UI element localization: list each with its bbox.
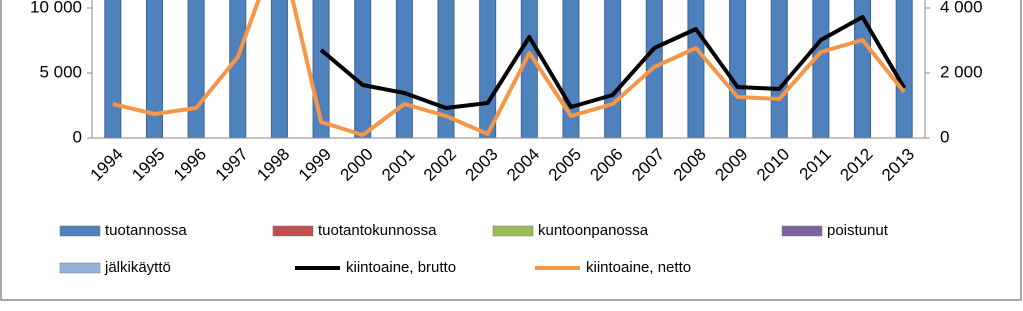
x-tick-label: 1997: [212, 145, 252, 185]
legend-swatch: [492, 225, 534, 237]
legend-label: kiintoaine, brutto: [346, 259, 456, 276]
bar: [354, 0, 372, 139]
x-tick-label: 2004: [503, 145, 543, 185]
x-tick-label: 2000: [337, 145, 377, 185]
bar: [104, 0, 122, 139]
y2-tick-label: 0: [940, 127, 949, 146]
bar: [229, 0, 247, 139]
x-tick-label: 2013: [878, 145, 918, 185]
plot-area: [104, 0, 913, 139]
legend-swatch: [59, 262, 101, 274]
line: [112, 0, 906, 137]
bar: [770, 0, 788, 139]
x-tick-label: 2007: [628, 145, 668, 185]
legend-swatch: [59, 225, 101, 237]
x-tick-label: 1996: [170, 145, 210, 185]
x-tick-label: 2009: [711, 145, 751, 185]
x-tick-label: 2005: [545, 145, 585, 185]
y-tick-label: 10 000: [30, 0, 82, 16]
legend-swatch: [272, 225, 314, 237]
x-tick-label: 2002: [420, 145, 460, 185]
y2-tick-label: 2 000: [940, 62, 983, 81]
x-tick-label: 2011: [796, 145, 835, 184]
x-tick-label: 2012: [836, 145, 876, 185]
chart-frame: [0, 0, 1022, 301]
bar: [479, 0, 497, 139]
bar: [145, 0, 163, 139]
x-tick-label: 1994: [87, 145, 127, 185]
legend-label: poistunut: [827, 222, 889, 239]
x-tick-label: 1999: [295, 145, 335, 185]
x-tick-label: 2008: [670, 145, 710, 185]
bar: [395, 0, 413, 139]
legend-label: tuotannossa: [105, 222, 187, 239]
legend-swatch: [781, 225, 823, 237]
bar: [604, 0, 622, 139]
x-tick-label: 2001: [378, 145, 418, 185]
x-tick-label: 2006: [586, 145, 626, 185]
legend-label: kuntoonpanossa: [538, 222, 649, 239]
x-tick-label: 1995: [128, 145, 168, 185]
legend-label: tuotantokunnossa: [318, 222, 437, 239]
bar: [687, 0, 705, 139]
bar: [187, 0, 205, 139]
y2-tick-label: 4 000: [940, 0, 983, 16]
y-tick-label: 5 000: [39, 62, 82, 81]
legend-label: kiintoaine, netto: [586, 259, 691, 276]
legend-label: jälkikäyttö: [104, 259, 171, 276]
bar: [520, 0, 538, 139]
x-tick-label: 1998: [253, 145, 293, 185]
x-tick-label: 2010: [753, 145, 793, 185]
bar: [729, 0, 747, 139]
x-tick-label: 2003: [461, 145, 501, 185]
line: [319, 15, 906, 110]
bar: [270, 0, 288, 139]
bar: [812, 0, 830, 139]
bar: [895, 0, 913, 139]
y-tick-label: 0: [73, 127, 82, 146]
